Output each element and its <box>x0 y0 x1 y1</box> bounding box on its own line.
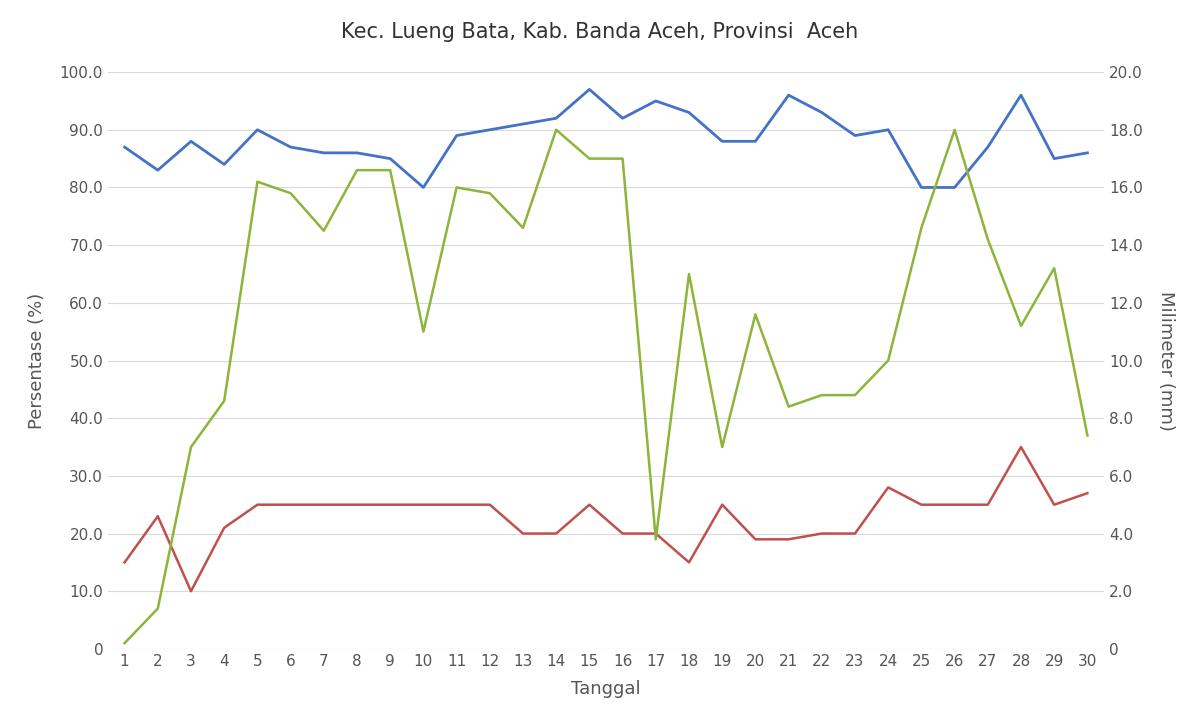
Y-axis label: Persentase (%): Persentase (%) <box>28 293 46 428</box>
X-axis label: Tanggal: Tanggal <box>571 680 641 698</box>
Text: Kec. Lueng Bata, Kab. Banda Aceh, Provinsi  Aceh: Kec. Lueng Bata, Kab. Banda Aceh, Provin… <box>341 22 859 42</box>
Y-axis label: Milimeter (mm): Milimeter (mm) <box>1157 291 1175 430</box>
